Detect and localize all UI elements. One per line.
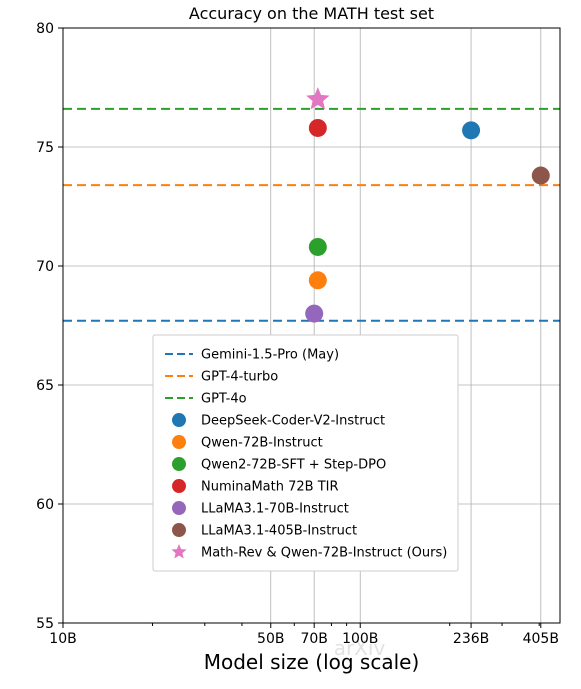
legend-swatch-dot	[172, 413, 186, 427]
chart-container: arXiv55606570758010B50B70B100B236B405BAc…	[0, 0, 581, 689]
xtick-label: 405B	[523, 631, 559, 647]
x-axis-label: Model size (log scale)	[204, 650, 420, 674]
legend-label: LLaMA3.1-70B-Instruct	[201, 502, 349, 517]
data-point	[309, 119, 327, 137]
legend-label: Qwen-72B-Instruct	[201, 436, 323, 451]
xtick-label: 100B	[342, 631, 378, 647]
legend-label: LLaMA3.1-405B-Instruct	[201, 524, 357, 539]
legend-swatch-dot	[172, 435, 186, 449]
ytick-label: 55	[36, 616, 54, 632]
legend-label: Gemini-1.5-Pro (May)	[201, 348, 339, 363]
xtick-label: 236B	[453, 631, 489, 647]
data-point	[309, 238, 327, 256]
legend-swatch-dot	[172, 501, 186, 515]
xtick-label: 70B	[300, 631, 327, 647]
ytick-label: 60	[36, 497, 54, 513]
xtick-label: 10B	[49, 631, 76, 647]
legend: Gemini-1.5-Pro (May) GPT-4-turbo GPT-4o Dee…	[153, 335, 458, 571]
legend-label: DeepSeek-Coder-V2-Instruct	[201, 414, 385, 429]
legend-swatch-dot	[172, 479, 186, 493]
chart-title: Accuracy on the MATH test set	[189, 4, 434, 23]
ytick-label: 80	[36, 21, 54, 37]
chart-svg: arXiv55606570758010B50B70B100B236B405BAc…	[0, 0, 581, 689]
ytick-label: 65	[36, 378, 54, 394]
legend-label: Math-Rev & Qwen-72B-Instruct (Ours)	[201, 546, 447, 561]
data-point	[309, 271, 327, 289]
legend-swatch-dot	[172, 457, 186, 471]
legend-label: NuminaMath 72B TIR	[201, 480, 339, 495]
ytick-label: 75	[36, 140, 54, 156]
xtick-label: 50B	[257, 631, 284, 647]
data-point	[305, 305, 323, 323]
data-point-star	[307, 88, 328, 108]
ytick-label: 70	[36, 259, 54, 275]
legend-label: GPT-4-turbo	[201, 370, 278, 385]
legend-label: GPT-4o	[201, 392, 247, 407]
legend-swatch-dot	[172, 523, 186, 537]
legend-label: Qwen2-72B-SFT + Step-DPO	[201, 458, 386, 473]
data-point	[462, 121, 480, 139]
data-point	[532, 167, 550, 185]
